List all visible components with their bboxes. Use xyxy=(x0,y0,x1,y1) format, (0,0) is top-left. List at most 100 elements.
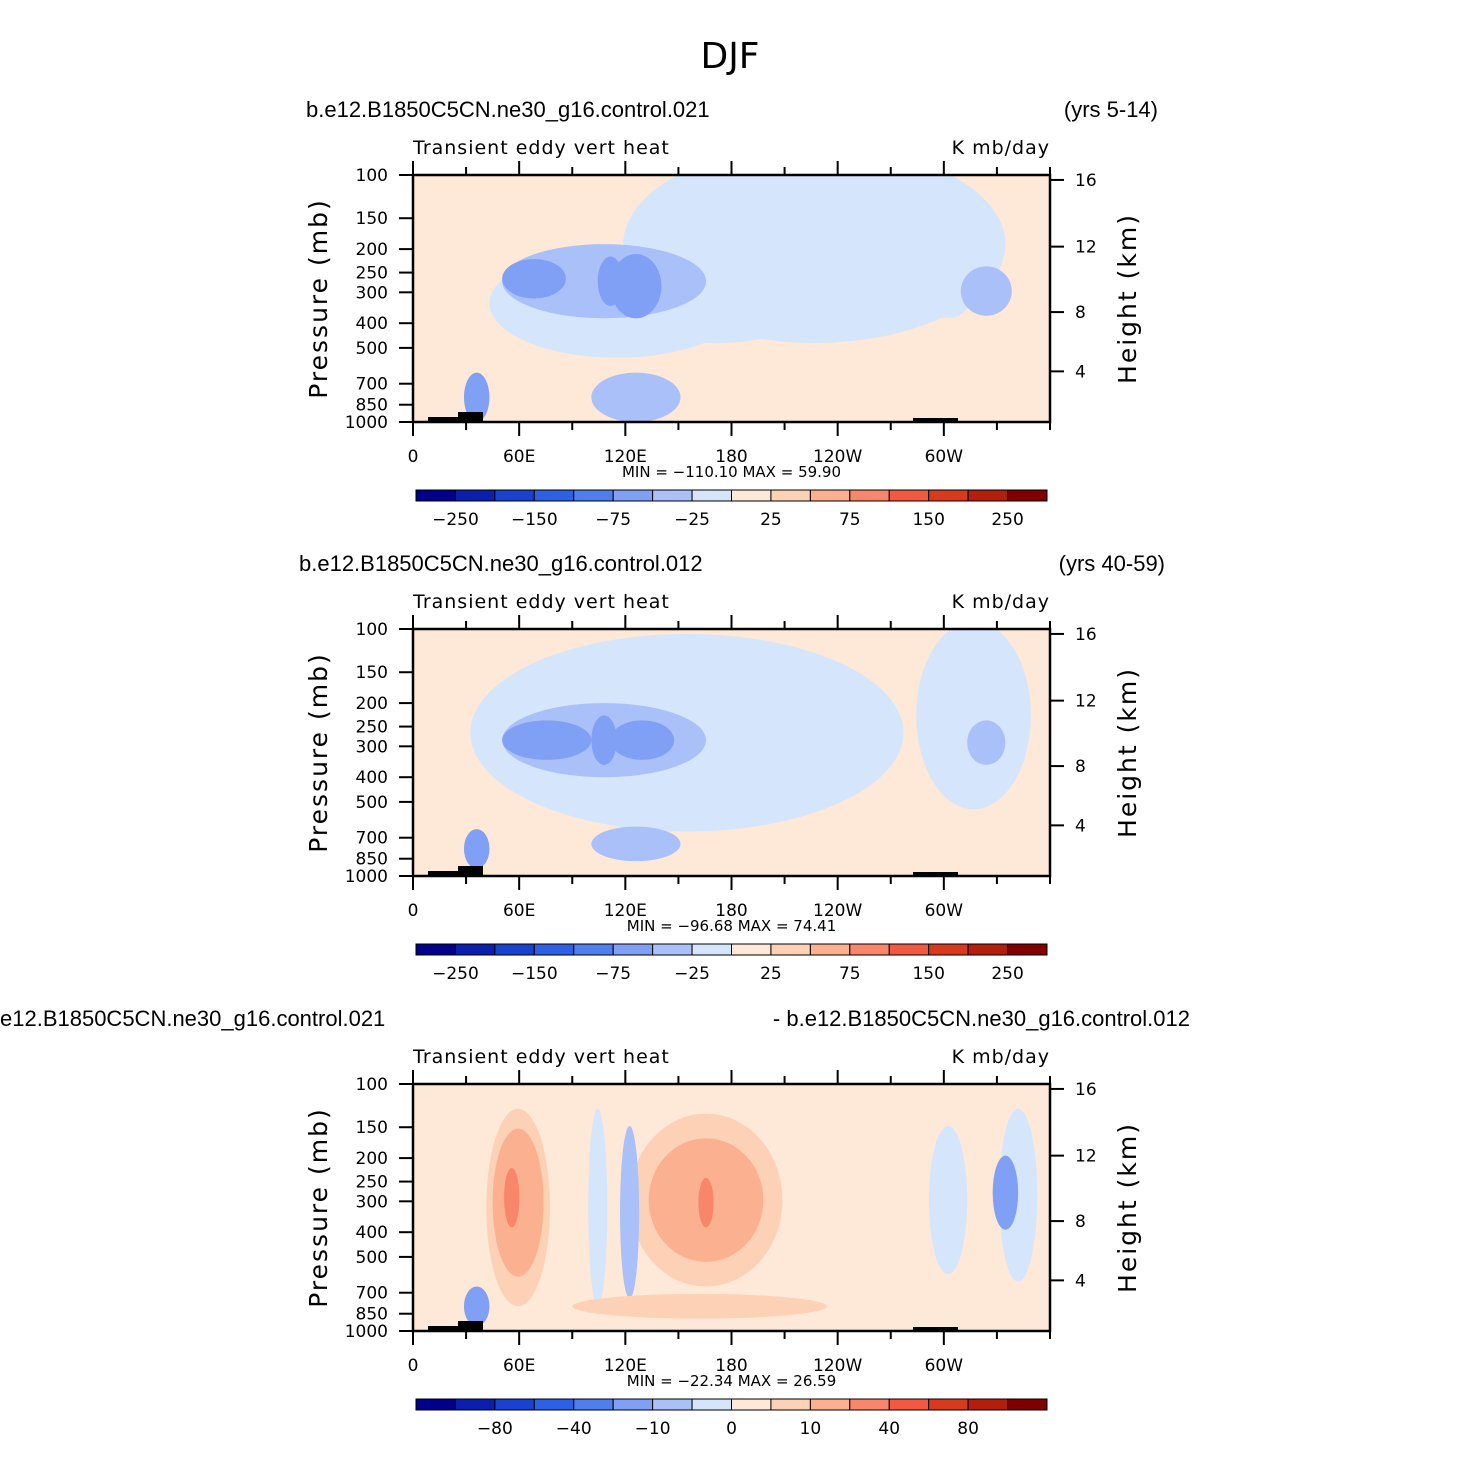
colorbar-swatch xyxy=(770,1398,811,1411)
colorbar-swatch xyxy=(809,943,851,956)
panel-years-label: (yrs 5-14) xyxy=(1064,97,1158,122)
contour-region xyxy=(916,629,1031,810)
colorbar-swatch xyxy=(849,489,890,502)
x-tick-label: 0 xyxy=(408,901,419,921)
y-tick-label: 200 xyxy=(356,1149,388,1169)
x-tick-label: 0 xyxy=(408,1356,419,1376)
y-right-tick-label: 16 xyxy=(1075,171,1097,191)
topography-andes xyxy=(913,1327,958,1331)
y-right-axis-title: Height (km) xyxy=(1113,213,1142,384)
colorbar-swatch xyxy=(888,1398,930,1411)
y-right-tick-label: 16 xyxy=(1075,1080,1097,1100)
colorbar-swatch xyxy=(652,1398,693,1411)
colorbar-swatch xyxy=(415,489,456,502)
colorbar-swatch xyxy=(967,489,1009,502)
y-right-tick-label: 8 xyxy=(1075,757,1086,777)
contour-region xyxy=(999,1108,1038,1282)
y-tick-label: 300 xyxy=(356,283,388,303)
y-tick-label: 1000 xyxy=(345,867,388,887)
colorbar-swatch xyxy=(731,943,772,956)
colorbar-label: 40 xyxy=(878,1419,900,1439)
panel-units-label: K mb/day xyxy=(952,137,1050,159)
colorbar-swatch xyxy=(1007,943,1048,956)
colorbar-label: 25 xyxy=(760,510,782,530)
contour-region xyxy=(928,1125,968,1275)
y-right-tick-label: 4 xyxy=(1075,362,1086,382)
y-tick-label: 500 xyxy=(356,793,388,813)
colorbar-swatch xyxy=(731,489,772,502)
contour-region xyxy=(992,1155,1019,1230)
x-tick-label: 120W xyxy=(813,901,862,921)
y-tick-label: 300 xyxy=(356,737,388,757)
colorbar-label: 75 xyxy=(839,510,861,530)
contour-field xyxy=(428,1108,1038,1331)
colorbar-label: −80 xyxy=(477,1419,513,1439)
y-tick-label: 500 xyxy=(356,339,388,359)
colorbar-swatch xyxy=(888,943,930,956)
colorbar-swatch xyxy=(809,489,851,502)
colorbar-label: −250 xyxy=(432,510,479,530)
y-right-tick-label: 4 xyxy=(1075,1271,1086,1291)
y-right-tick-label: 12 xyxy=(1075,238,1097,258)
contour-region xyxy=(572,1293,828,1319)
colorbar-swatch xyxy=(573,943,614,956)
colorbar-swatch xyxy=(494,489,535,502)
figure-title: DJF xyxy=(700,36,759,77)
colorbar-swatch xyxy=(454,943,496,956)
contour-region xyxy=(610,720,675,760)
colorbar-label: −75 xyxy=(595,510,631,530)
colorbar-swatch xyxy=(967,1398,1009,1411)
contour-region xyxy=(463,372,490,422)
y-tick-label: 250 xyxy=(356,718,388,738)
panel-variable-label: Transient eddy vert heat xyxy=(412,137,670,159)
colorbar-swatch xyxy=(888,489,930,502)
colorbar-swatch xyxy=(612,943,654,956)
contour-region xyxy=(591,372,681,422)
colorbar-swatch xyxy=(573,489,614,502)
y-right-axis-title: Height (km) xyxy=(1113,1122,1142,1293)
contour-region xyxy=(502,720,592,760)
colorbar-swatch xyxy=(454,1398,496,1411)
topography-andes xyxy=(913,872,958,876)
colorbar-swatch xyxy=(494,943,535,956)
colorbar-swatch xyxy=(533,943,575,956)
colorbar-swatch xyxy=(652,943,693,956)
y-tick-label: 700 xyxy=(356,1284,388,1304)
y-tick-label: 100 xyxy=(356,1075,388,1095)
contour-region xyxy=(610,254,662,319)
colorbar-swatch xyxy=(928,1398,969,1411)
contour-region xyxy=(591,826,681,862)
colorbar-swatch xyxy=(928,489,969,502)
panel-case-label: b.e12.B1850C5CN.ne30_g16.control.012 xyxy=(299,551,703,576)
y-right-tick-label: 8 xyxy=(1075,1212,1086,1232)
colorbar-label: 10 xyxy=(800,1419,822,1439)
y-tick-label: 150 xyxy=(356,663,388,683)
y-tick-label: 150 xyxy=(356,1118,388,1138)
colorbar-swatch xyxy=(652,489,693,502)
x-tick-label: 60W xyxy=(925,1356,964,1376)
colorbar-swatch xyxy=(454,489,496,502)
panel-case-label: e12.B1850C5CN.ne30_g16.control.021 xyxy=(0,1006,385,1031)
colorbar-swatch xyxy=(731,1398,772,1411)
colorbar-swatch xyxy=(1007,489,1048,502)
contour-region xyxy=(960,266,1012,316)
contour-region xyxy=(504,1167,520,1228)
topography-asia xyxy=(428,866,483,876)
colorbar-label: 80 xyxy=(957,1419,979,1439)
colorbar-swatch xyxy=(612,489,654,502)
min-max-label: MIN = −96.68 MAX = 74.41 xyxy=(627,917,837,935)
min-max-label: MIN = −22.34 MAX = 26.59 xyxy=(627,1372,837,1390)
colorbar-swatch xyxy=(770,489,811,502)
colorbar-label: −150 xyxy=(511,964,558,984)
panel-units-label: K mb/day xyxy=(952,591,1050,613)
colorbar-label: 25 xyxy=(760,964,782,984)
x-tick-label: 60E xyxy=(503,447,535,467)
y-axis-title: Pressure (mb) xyxy=(304,652,333,852)
colorbar-swatch xyxy=(573,1398,614,1411)
colorbar-swatch xyxy=(1007,1398,1048,1411)
y-tick-label: 150 xyxy=(356,209,388,229)
colorbar-label: −25 xyxy=(674,510,710,530)
min-max-label: MIN = −110.10 MAX = 59.90 xyxy=(622,463,841,481)
y-tick-label: 250 xyxy=(356,1173,388,1193)
y-tick-label: 400 xyxy=(356,1223,388,1243)
